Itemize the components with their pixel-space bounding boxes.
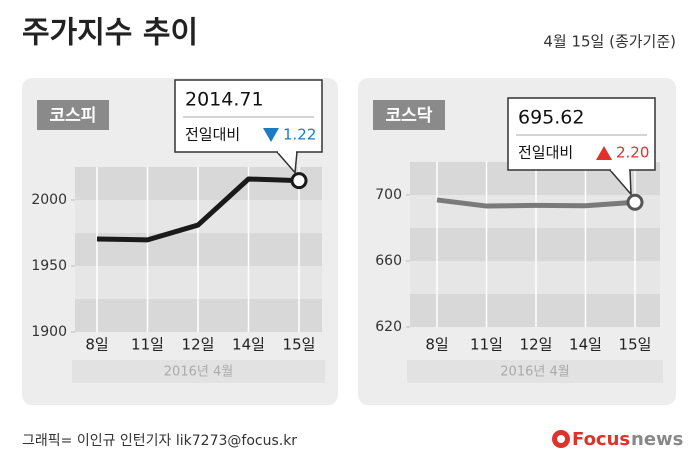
callout-box bbox=[174, 79, 323, 153]
plot-band bbox=[410, 294, 660, 327]
callout-tail bbox=[609, 169, 632, 197]
x-label-strip bbox=[72, 360, 325, 383]
x-label-strip bbox=[407, 360, 663, 383]
x-tick-label: 15일 bbox=[283, 336, 316, 354]
last-point bbox=[290, 172, 308, 190]
logo-main: Focus bbox=[572, 429, 630, 450]
panel-badge bbox=[37, 100, 109, 130]
panel-title: 코스닥 bbox=[386, 106, 433, 126]
plot-band bbox=[410, 228, 660, 261]
callout-label: 전일대비 bbox=[185, 126, 240, 144]
logo-icon-inner bbox=[557, 435, 565, 443]
change-value: 1.22 bbox=[283, 126, 316, 144]
x-axis-label: 2016년 4월 bbox=[164, 365, 233, 380]
x-tick-label: 14일 bbox=[569, 336, 602, 354]
change-arrow bbox=[596, 146, 612, 160]
x-tick-label: 12일 bbox=[182, 336, 215, 354]
y-tick-label: 1900 bbox=[31, 324, 67, 340]
last-point bbox=[626, 193, 644, 211]
y-tick-label: 1950 bbox=[31, 258, 67, 274]
callout-tail bbox=[276, 151, 298, 175]
value-label: 2014.71 bbox=[185, 89, 264, 111]
x-tick-label: 11일 bbox=[470, 336, 503, 354]
x-tick-label: 11일 bbox=[131, 336, 164, 354]
callout-tail-cover bbox=[278, 150, 296, 153]
x-tick-label: 14일 bbox=[232, 336, 265, 354]
callout-box bbox=[507, 97, 656, 171]
y-tick-label: 2000 bbox=[31, 192, 67, 208]
x-tick-label: 8일 bbox=[85, 336, 108, 354]
y-tick-label: 700 bbox=[375, 187, 402, 203]
credit: 그래픽= 이인규 인턴기자 lik7273@focus.kr bbox=[22, 433, 297, 449]
x-tick-label: 15일 bbox=[619, 336, 652, 354]
panel-title: 코스피 bbox=[50, 106, 97, 126]
value-label: 695.62 bbox=[518, 107, 584, 129]
plot-band bbox=[410, 261, 660, 294]
callout-tail-cover bbox=[611, 168, 629, 171]
change-value: 2.20 bbox=[616, 144, 649, 162]
series-line bbox=[436, 197, 636, 209]
logo-sub: news bbox=[631, 429, 683, 450]
date-note: 4월 15일 (종가기준) bbox=[543, 33, 676, 51]
x-tick-label: 8일 bbox=[425, 336, 448, 354]
x-axis-label: 2016년 4월 bbox=[500, 365, 569, 380]
callout-label: 전일대비 bbox=[518, 144, 573, 162]
series-line bbox=[96, 176, 300, 243]
x-tick-label: 12일 bbox=[520, 336, 553, 354]
y-tick-label: 620 bbox=[375, 319, 402, 335]
y-tick-label: 660 bbox=[375, 253, 402, 269]
panel-badge bbox=[373, 100, 445, 130]
change-arrow bbox=[263, 128, 279, 142]
page-title: 주가지수 추이 bbox=[22, 16, 198, 51]
